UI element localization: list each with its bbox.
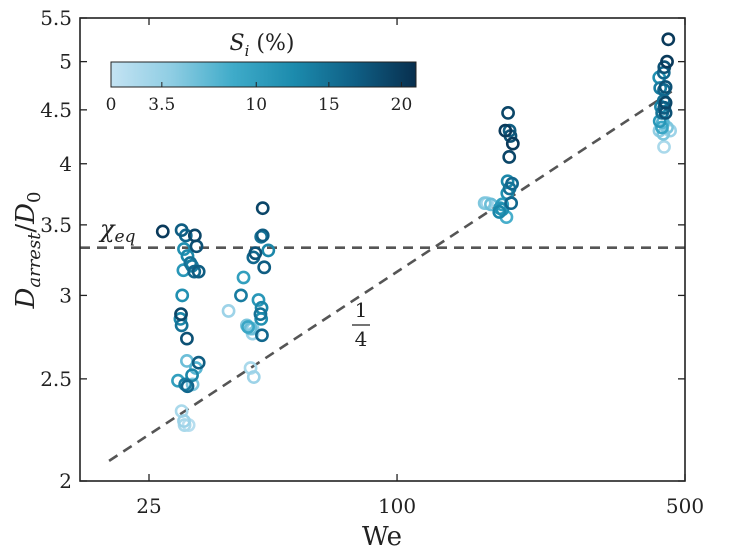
colorbar-title-subscript: i: [245, 42, 250, 60]
y-tick-label: 3: [59, 283, 72, 307]
colorbar-tick-label: 0: [106, 95, 117, 115]
data-point: [502, 150, 517, 164]
data-point: [175, 288, 190, 303]
data-point: [177, 242, 191, 256]
data-point: [174, 307, 188, 322]
data-point: [255, 328, 269, 343]
colorbar-tick-label: 15: [318, 95, 340, 115]
colorbar-title: Si (%): [230, 31, 295, 60]
data-point: [658, 80, 673, 94]
y-tick-label: 4: [59, 152, 72, 176]
y-tick-label: 4.5: [40, 98, 72, 122]
data-point: [177, 414, 191, 428]
x-tick-label: 500: [666, 494, 704, 518]
data-point: [191, 355, 206, 370]
y-tick-label: 2.5: [40, 367, 72, 391]
colorbar-title-unit: (%): [249, 31, 294, 56]
data-point: [185, 368, 199, 383]
y-axis-label: Darrest/D0: [11, 191, 45, 309]
y-label-denominator-sub: 0: [24, 191, 45, 202]
chi-eq-subscript: eq: [115, 227, 136, 247]
y-label-numerator-sub: arrest: [24, 232, 45, 288]
data-point: [492, 205, 507, 219]
data-point: [187, 264, 202, 279]
colorbar-tick-label: 10: [245, 95, 267, 115]
data-point: [505, 176, 519, 191]
colorbar: Si (%) 0 3.5 10 15 20: [106, 31, 417, 115]
data-point: [241, 320, 256, 334]
slope-quarter-line: [108, 88, 675, 462]
data-point: [248, 246, 263, 261]
data-point: [251, 293, 266, 307]
data-point: [246, 370, 261, 384]
data-point: [173, 311, 188, 326]
y-tick-label: 3.5: [40, 213, 72, 237]
y-label-denominator: D: [11, 203, 41, 225]
reference-lines: [80, 88, 685, 462]
x-axis-label: We: [362, 522, 402, 551]
y-label-numerator: D: [11, 288, 41, 310]
y-label-slash: /: [11, 224, 41, 233]
colorbar-tick-label: 20: [391, 95, 413, 115]
data-point: [658, 95, 673, 110]
data-point: [661, 32, 676, 47]
data-point: [155, 224, 170, 239]
slope-denominator: 4: [355, 327, 368, 351]
data-point: [187, 228, 202, 243]
data-point: [221, 304, 236, 318]
data-point: [504, 196, 519, 211]
colorbar-tick-label: 3.5: [148, 95, 175, 115]
data-point: [502, 123, 517, 138]
data-point: [505, 136, 520, 151]
data-points: [155, 32, 678, 432]
data-point: [655, 120, 669, 135]
data-point: [180, 379, 195, 394]
chi-eq-label: χeq: [98, 215, 136, 247]
y-tick-label: 2: [59, 469, 72, 493]
data-point: [234, 288, 248, 303]
data-point: [191, 264, 206, 279]
data-point: [253, 307, 268, 322]
data-point: [236, 270, 251, 285]
data-point: [657, 140, 671, 154]
colorbar-gradient: [110, 61, 417, 88]
data-point: [257, 260, 272, 275]
x-tick-label: 25: [136, 494, 161, 518]
chi-eq-symbol: χ: [98, 215, 116, 243]
plot-frame: [79, 17, 686, 482]
data-point: [255, 201, 270, 216]
data-point: [660, 54, 674, 69]
colorbar-title-symbol: S: [230, 31, 245, 56]
y-tick-label: 5.5: [40, 6, 72, 30]
data-point: [254, 300, 269, 315]
data-point: [180, 331, 194, 346]
data-point: [477, 196, 492, 211]
x-tick-label: 100: [378, 494, 416, 518]
colorbar-ticks: 0 3.5 10 15 20: [106, 82, 413, 115]
data-point: [261, 243, 276, 258]
data-point: [498, 123, 513, 138]
data-point: [501, 106, 515, 120]
reference-labels: χeq 1 4: [98, 215, 370, 351]
data-point: [174, 223, 189, 238]
data-point: [255, 228, 270, 243]
y-tick-label: 5: [59, 50, 72, 74]
slope-numerator: 1: [355, 298, 368, 322]
